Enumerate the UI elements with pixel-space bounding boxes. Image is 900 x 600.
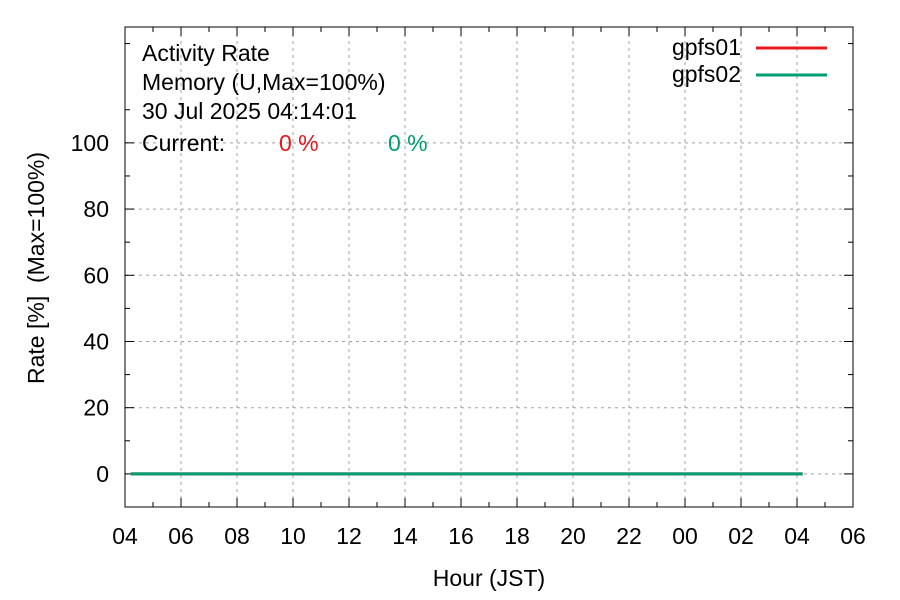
x-tick-label: 22 bbox=[616, 523, 642, 549]
x-axis-label: Hour (JST) bbox=[433, 565, 545, 591]
x-tick-label: 16 bbox=[448, 523, 474, 549]
y-tick-labels: 0 20 40 60 80 100 bbox=[71, 130, 109, 487]
title-line-2: Memory (U,Max=100%) bbox=[142, 69, 385, 95]
legend: gpfs01 gpfs02 bbox=[672, 34, 827, 87]
x-tick-label: 02 bbox=[728, 523, 754, 549]
x-tick-label: 20 bbox=[560, 523, 586, 549]
y-tick-label: 100 bbox=[71, 130, 109, 156]
x-tick-label: 12 bbox=[336, 523, 362, 549]
legend-label-gpfs02: gpfs02 bbox=[672, 61, 741, 87]
x-tick-label: 04 bbox=[784, 523, 810, 549]
y-tick-label: 60 bbox=[83, 262, 109, 288]
title-line-1: Activity Rate bbox=[142, 40, 270, 66]
plot-frame bbox=[124, 26, 854, 508]
x-tick-labels: 04 06 08 10 12 14 16 18 20 22 00 02 04 06 bbox=[112, 523, 866, 549]
x-tick-label: 06 bbox=[840, 523, 866, 549]
current-value-gpfs02: 0 % bbox=[388, 130, 428, 156]
x-tick-label: 10 bbox=[280, 523, 306, 549]
y-tick-label: 80 bbox=[83, 196, 109, 222]
x-tick-label: 04 bbox=[112, 523, 138, 549]
title-line-3: 30 Jul 2025 04:14:01 bbox=[142, 98, 357, 124]
x-tick-label: 08 bbox=[224, 523, 250, 549]
x-tick-label: 06 bbox=[168, 523, 194, 549]
x-tick-label: 14 bbox=[392, 523, 418, 549]
y-tick-label: 20 bbox=[83, 395, 109, 421]
chart-title: Activity Rate Memory (U,Max=100%) 30 Jul… bbox=[142, 40, 428, 156]
current-value-gpfs01: 0 % bbox=[279, 130, 319, 156]
y-axis-label: Rate [%] (Max=100%) bbox=[23, 152, 49, 384]
legend-label-gpfs01: gpfs01 bbox=[672, 34, 741, 60]
y-tick-label: 0 bbox=[96, 461, 109, 487]
y-tick-label: 40 bbox=[83, 328, 109, 354]
current-label: Current: bbox=[142, 130, 225, 156]
x-tick-label: 18 bbox=[504, 523, 530, 549]
x-tick-label: 00 bbox=[672, 523, 698, 549]
